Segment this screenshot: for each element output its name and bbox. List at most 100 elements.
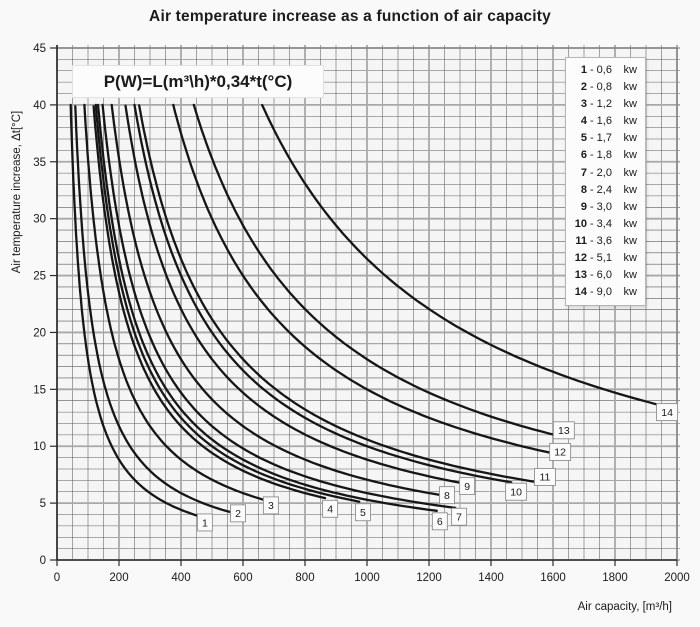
legend-item-9: 9-3,0 kw [570, 199, 640, 216]
curves-layer [69, 103, 679, 519]
legend-dash: - [590, 98, 594, 111]
curve-13 [192, 103, 564, 438]
curve-label-box-5 [355, 503, 371, 522]
curve-label-box-6 [431, 512, 448, 531]
curve-3 [83, 103, 269, 503]
x-tick-label: 1600 [540, 572, 566, 584]
legend-curve-number: 14 [574, 286, 587, 299]
legend-dash: - [590, 286, 594, 299]
curve-9 [124, 104, 468, 486]
legend-item-7: 7-2,0 kw [570, 165, 640, 182]
legend-power-value: 1,7 [596, 132, 612, 145]
curve-label-box-3 [262, 496, 279, 515]
curve-label-6: 6 [437, 516, 443, 528]
legend-power-value: 1,6 [596, 115, 612, 128]
legend-item-8: 8-2,4 kw [570, 182, 640, 199]
x-tick-label: 2000 [664, 572, 690, 584]
legend-curve-number: 12 [574, 252, 587, 265]
curve-8 [110, 103, 446, 497]
curve-label-3: 3 [268, 500, 274, 512]
y-tick-label: 0 [40, 555, 46, 567]
y-axis-label: Air temperature increase, Δt[°C] [11, 110, 23, 274]
curve-label-box-10 [505, 482, 528, 501]
legend-power-value: 1,2 [596, 98, 612, 111]
curve-label-box-8 [439, 486, 455, 505]
x-tick-label: 1000 [354, 572, 380, 584]
curve-label-box-13 [552, 421, 575, 440]
legend-curve-number: 10 [574, 217, 587, 230]
curve-label-12: 12 [554, 447, 566, 459]
curve-1 [69, 103, 204, 519]
legend-dash: - [590, 252, 594, 265]
legend-power-unit: kw [623, 286, 637, 299]
legend-power-unit: kw [623, 81, 637, 94]
curve-6 [96, 103, 438, 512]
x-tick-label: 1400 [478, 572, 504, 584]
legend-item-11: 11-3,6 kw [570, 233, 640, 250]
legend-power-value: 1,8 [596, 149, 612, 162]
legend-item-1: 1-0,6 kw [570, 62, 640, 79]
legend-power-value: 2,0 [596, 166, 612, 179]
legend-power-unit: kw [623, 132, 637, 145]
legend-item-12: 12-5,1 kw [570, 250, 640, 267]
curve-5 [94, 103, 361, 503]
chart-title: Air temperature increase as a function o… [149, 8, 551, 25]
curve-12 [172, 103, 556, 455]
legend-curve-number: 6 [580, 149, 587, 162]
curve-label-1: 1 [202, 517, 208, 529]
y-tick-label: 45 [33, 43, 46, 55]
curve-label-2: 2 [235, 508, 241, 520]
legend-dash: - [590, 269, 594, 282]
legend-item-3: 3-1,2 kw [570, 96, 640, 113]
legend-dash: - [590, 183, 594, 196]
y-tick-label: 15 [33, 384, 46, 396]
legend-power-value: 3,0 [596, 200, 612, 213]
x-axis-label: Air capacity, [m³/h] [577, 601, 672, 613]
y-tick-label: 10 [33, 441, 46, 453]
curve-label-11: 11 [539, 472, 550, 484]
y-tick-label: 25 [33, 271, 46, 283]
legend-item-5: 5-1,7 kw [570, 130, 640, 147]
legend-power-unit: kw [623, 64, 637, 76]
legend-curve-number: 11 [575, 234, 587, 247]
legend-power-unit: kw [623, 115, 637, 128]
legend-dash: - [590, 64, 594, 76]
legend-curve-number: 7 [580, 166, 587, 179]
legend-power-value: 3,4 [596, 217, 612, 230]
y-tick-label: 35 [33, 157, 46, 169]
formula-box: P(W)=L(m³\h)*0,34*t(°C) [72, 65, 324, 98]
legend-power-unit: kw [623, 269, 637, 282]
legend-power-unit: kw [623, 183, 637, 196]
legend-curve-number: 5 [580, 132, 587, 145]
curve-label-box-9 [459, 477, 476, 495]
curve-label-box-14 [656, 403, 679, 422]
legend-dash: - [590, 234, 594, 247]
legend-dash: - [590, 132, 594, 145]
curve-label-14: 14 [661, 407, 673, 419]
curve-label-box-1 [196, 513, 213, 532]
curve-label-10: 10 [510, 487, 522, 499]
legend-power-value: 5,1 [596, 252, 612, 265]
legend-dash: - [590, 115, 594, 128]
y-tick-label: 40 [33, 100, 46, 112]
legend-dash: - [590, 166, 594, 179]
legend-power-unit: kw [623, 166, 637, 179]
legend-power-value: 6,0 [596, 269, 612, 282]
curve-label-9: 9 [464, 481, 470, 493]
formula-text: P(W)=L(m³\h)*0,34*t(°C) [103, 72, 293, 91]
legend-power-value: 0,6 [596, 64, 612, 76]
legend-curve-number: 3 [580, 98, 587, 111]
legend-item-10: 10-3,4 kw [570, 216, 640, 233]
legend-curve-number: 8 [580, 183, 587, 196]
x-tick-label: 1800 [602, 572, 628, 584]
curve-label-5: 5 [360, 507, 366, 519]
legend-power-unit: kw [623, 217, 637, 230]
legend-power-unit: kw [623, 98, 637, 111]
curve-11 [138, 104, 541, 484]
legend-power-value: 9,0 [596, 286, 612, 299]
legend-power-value: 2,4 [596, 183, 612, 196]
legend-item-13: 13-6,0 kw [570, 267, 640, 284]
curve-label-box-7 [451, 507, 468, 526]
